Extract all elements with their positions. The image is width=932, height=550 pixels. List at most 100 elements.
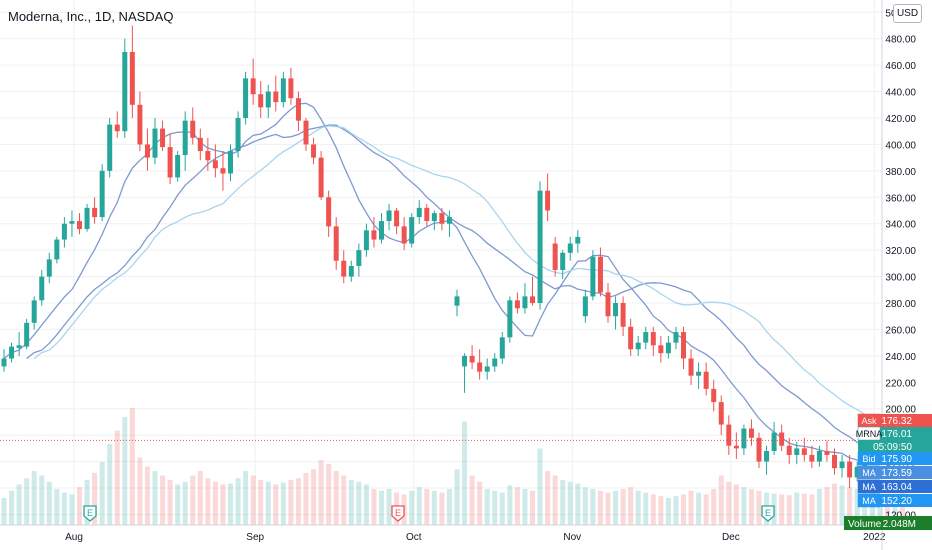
candle-body [824, 451, 830, 455]
candle-body [522, 296, 528, 309]
volume-bar [16, 484, 22, 525]
candle-body [839, 461, 845, 469]
volume-bar [288, 480, 294, 525]
candle-body [718, 402, 724, 425]
candle-body [386, 210, 392, 222]
candle-body [77, 221, 82, 229]
volume-bar [733, 484, 739, 525]
volume-bar [379, 490, 384, 525]
volume-bar [560, 480, 566, 525]
chart-title: Moderna, Inc., 1D, NASDAQ [8, 9, 174, 24]
volume-bar [545, 471, 551, 525]
candle-body [658, 345, 664, 354]
volume-bar [484, 489, 490, 525]
price-badge-name: Ask [861, 416, 877, 426]
candle-body [439, 213, 445, 224]
volume-bar [122, 417, 128, 525]
candle-body [137, 104, 143, 145]
volume-bar [628, 487, 634, 525]
candle-body [424, 207, 430, 222]
volume-bar [711, 489, 717, 525]
volume-bar [801, 493, 807, 525]
volume-bar [899, 492, 905, 525]
candle-body [779, 432, 785, 446]
candle-body [545, 190, 551, 211]
candle-body [122, 51, 128, 132]
volume-bar [809, 494, 815, 525]
volume-bar [688, 490, 694, 525]
candle-body [733, 445, 739, 449]
candle-body [462, 355, 468, 367]
volume-bar [31, 471, 37, 525]
volume-badge-name: Volume [848, 519, 882, 530]
candle-body [748, 428, 754, 438]
volume-bar [137, 457, 143, 525]
candle-body [454, 296, 460, 306]
volume-bar [786, 495, 792, 525]
candle-body [333, 226, 339, 261]
y-tick-label: 280.00 [885, 299, 916, 310]
candle-body [190, 120, 196, 138]
price-badge-name: MRNA [856, 429, 883, 439]
volume-bar [454, 469, 460, 525]
volume-bar [333, 471, 339, 525]
volume-bar [884, 493, 890, 525]
candle-body [575, 236, 581, 244]
volume-bar [152, 471, 158, 525]
currency-button[interactable]: USD [893, 4, 922, 23]
volume-bar [54, 489, 60, 525]
price-badge-name-bg [857, 465, 881, 480]
volume-bar [650, 494, 656, 525]
earnings-letter: E [765, 508, 771, 518]
volume-bar [839, 485, 845, 525]
volume-bar [696, 492, 702, 525]
volume-bar [107, 444, 113, 525]
ma-line [3, 102, 903, 461]
price-badge-value: 163.04 [881, 482, 912, 493]
price-badge-name-bg [857, 479, 881, 494]
candle-body [635, 342, 641, 350]
candle-body [628, 326, 634, 350]
candle-body [92, 207, 98, 218]
candle-body [711, 388, 717, 403]
candle-body [643, 332, 649, 343]
volume-bar [665, 498, 671, 525]
candle-body [348, 266, 354, 277]
volume-bar [816, 489, 822, 525]
candle-body [794, 448, 800, 455]
volume-bar [371, 489, 377, 525]
price-badge-value: 05:09:50 [873, 442, 912, 453]
volume-bar [462, 421, 468, 525]
volume-bar [439, 492, 445, 525]
y-tick-label: 340.00 [885, 220, 916, 231]
candle-body [801, 448, 807, 455]
candle-body [258, 94, 264, 108]
candle-body [530, 296, 535, 303]
volume-bar [258, 480, 264, 525]
volume-bar [477, 481, 483, 525]
candle-body [182, 120, 188, 155]
candle-body [764, 451, 770, 462]
candle-body [54, 239, 60, 260]
y-tick-label: 440.00 [885, 88, 916, 99]
volume-bar [582, 487, 588, 525]
volume-bar [311, 469, 317, 525]
candle-body [250, 78, 256, 95]
candle-body [431, 213, 437, 222]
volume-bar [590, 489, 596, 525]
volume-bar [522, 489, 528, 525]
candle-body [160, 128, 166, 148]
volume-bar [77, 487, 82, 525]
candle-body [167, 147, 173, 178]
candle-body [39, 276, 45, 301]
volume-bar [424, 489, 430, 525]
candle-body [265, 91, 271, 108]
candle-body [597, 256, 603, 293]
price-badge [858, 440, 932, 453]
candle-body [9, 346, 15, 359]
volume-bar [552, 475, 558, 525]
volume-bar [718, 475, 724, 525]
ma-line [33, 125, 932, 447]
candle-body [786, 445, 792, 455]
